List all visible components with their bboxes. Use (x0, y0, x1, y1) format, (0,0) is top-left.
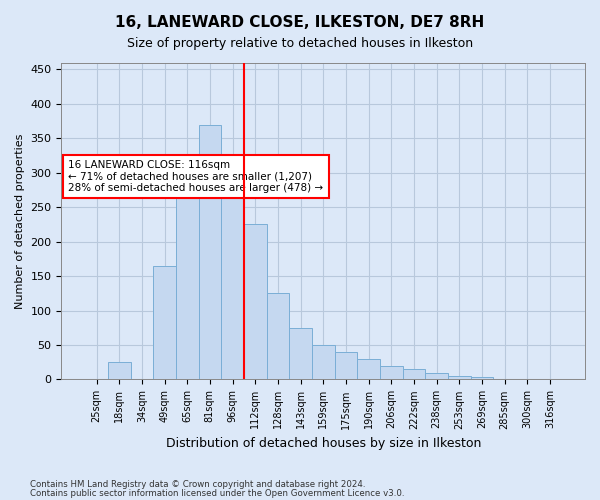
Bar (335, 352, 357, 380)
Bar (312, 345, 335, 380)
Bar (403, 369, 425, 380)
Bar (244, 224, 266, 380)
Bar (266, 294, 289, 380)
Bar (493, 379, 516, 380)
Bar (199, 124, 221, 380)
Text: 16, LANEWARD CLOSE, ILKESTON, DE7 8RH: 16, LANEWARD CLOSE, ILKESTON, DE7 8RH (115, 15, 485, 30)
Text: 16 LANEWARD CLOSE: 116sqm
← 71% of detached houses are smaller (1,207)
28% of se: 16 LANEWARD CLOSE: 116sqm ← 71% of detac… (68, 160, 323, 193)
X-axis label: Distribution of detached houses by size in Ilkeston: Distribution of detached houses by size … (166, 437, 481, 450)
Bar (357, 359, 380, 380)
Bar (448, 376, 470, 380)
Text: Contains public sector information licensed under the Open Government Licence v3: Contains public sector information licen… (30, 490, 404, 498)
Bar (470, 378, 493, 380)
Y-axis label: Number of detached properties: Number of detached properties (15, 134, 25, 308)
Bar (176, 176, 199, 380)
Bar (289, 328, 312, 380)
Text: Contains HM Land Registry data © Crown copyright and database right 2024.: Contains HM Land Registry data © Crown c… (30, 480, 365, 489)
Bar (108, 362, 131, 380)
Bar (425, 372, 448, 380)
Bar (221, 180, 244, 380)
Bar (380, 366, 403, 380)
Bar (153, 266, 176, 380)
Text: Size of property relative to detached houses in Ilkeston: Size of property relative to detached ho… (127, 38, 473, 51)
